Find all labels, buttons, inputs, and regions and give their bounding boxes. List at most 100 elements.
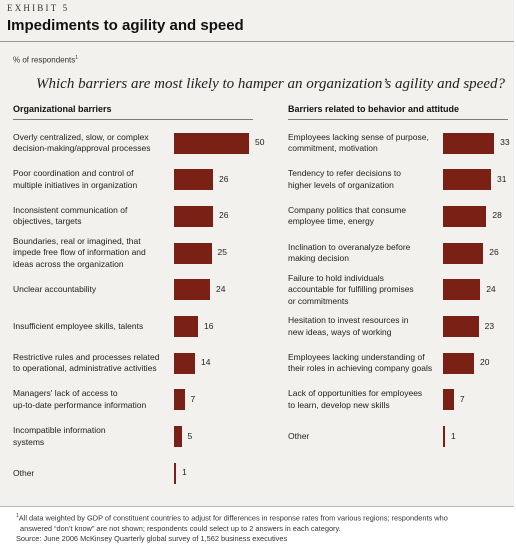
- org-category-label-line: decision-making/approval processes: [13, 143, 151, 153]
- org-bar: [174, 462, 176, 484]
- left-panel-rule: [13, 119, 253, 120]
- beh-bar: [443, 352, 474, 374]
- beh-value-label: 7: [459, 393, 465, 404]
- beh-value-label: 1: [451, 430, 456, 441]
- beh-value-label: 20: [480, 357, 490, 368]
- org-category-label-line: Restrictive rules and processes related: [13, 351, 160, 362]
- beh-value-label: 31: [497, 173, 507, 184]
- org-category-label: Overly centralized, slow, or complex deci…: [13, 132, 151, 155]
- beh-category-label-line: commitment, motivation: [288, 143, 378, 153]
- org-bar: [174, 316, 198, 337]
- unit-label: % of respondents1: [13, 55, 78, 65]
- beh-value-label: 24: [486, 283, 496, 294]
- source-note: Source: June 2006 McKinsey Quarterly glo…: [16, 534, 288, 544]
- org-category-label-line: Poor coordination and control of: [13, 168, 134, 179]
- beh-category-label-line: new ideas, ways of working: [288, 326, 392, 337]
- beh-category-label-line: Employees lacking sense of purpose,: [288, 131, 429, 142]
- org-category-label: Poor coordination and control of multiple…: [13, 168, 137, 191]
- org-bar: [174, 426, 182, 448]
- beh-category-label: Inclination to overanalyze before making …: [288, 242, 410, 265]
- left-panel-title: Organizational barriers: [13, 104, 112, 114]
- org-category-label-line: Unclear accountability: [13, 284, 97, 295]
- org-category-label: Restrictive rules and processes related t…: [13, 352, 159, 375]
- org-category-label-line: Boundaries, real or imagined, that: [13, 235, 141, 246]
- org-value-label: 16: [204, 320, 214, 331]
- beh-category-label-line: higher levels of organization: [288, 179, 394, 190]
- exhibit-panel: EXHIBIT 5 Impediments to agility and spe…: [0, 0, 514, 507]
- org-bar: [174, 352, 195, 374]
- org-category-label: Other: [13, 468, 34, 480]
- org-category-label-line: ideas across the organization: [13, 258, 124, 269]
- org-value-label: 25: [217, 247, 227, 258]
- beh-value-label: 26: [489, 247, 499, 258]
- survey-question: Which barriers are most likely to hamper…: [36, 76, 505, 92]
- org-category-label-line: Overly centralized, slow, or complex: [13, 131, 149, 142]
- beh-category-label: Tendency to refer decisions to higher lev…: [288, 168, 401, 191]
- org-category-label: Inconsistent communication of objectives,…: [13, 205, 127, 228]
- footnote-marker: 1: [16, 513, 19, 519]
- footnote: 1All data weighted by GDP of constituent…: [16, 511, 511, 545]
- unit-footnote-marker: 1: [75, 55, 79, 61]
- beh-category-label: Lack of opportunities for employees to le…: [288, 388, 422, 411]
- beh-bar: [443, 426, 445, 448]
- exhibit-label: EXHIBIT 5: [7, 3, 70, 13]
- beh-bar: [443, 205, 487, 227]
- beh-category-label-line: accountable for fulfilling promises: [288, 284, 414, 295]
- chart-title: Impediments to agility and speed: [7, 17, 244, 34]
- org-bar: [174, 132, 249, 154]
- right-panel-title: Barriers related to behavior and attitud…: [288, 104, 460, 114]
- beh-value-label: 28: [492, 210, 502, 221]
- beh-category-label-line: to learn, develop new skills: [288, 399, 390, 410]
- org-category-label-line: multiple initiatives in organization: [13, 179, 138, 190]
- beh-category-label: Employees lacking sense of purpose, commi…: [288, 132, 429, 155]
- title-divider: [0, 41, 514, 42]
- beh-category-label-line: Employees lacking understanding of: [288, 351, 425, 362]
- org-category-label-line: impede free flow of information and: [13, 247, 146, 258]
- org-value-label: 7: [190, 393, 196, 404]
- beh-bar: [443, 389, 454, 411]
- org-value-label: 26: [219, 173, 229, 184]
- org-value-label: 14: [201, 357, 211, 368]
- beh-category-label-line: Inclination to overanalyze before: [288, 241, 411, 252]
- org-category-label: Incompatible information systems: [13, 425, 106, 448]
- org-category-label-line: Managers' lack of access to: [13, 388, 118, 399]
- org-category-label: Managers' lack of access to up-to-date pe…: [13, 388, 146, 411]
- beh-category-label-line: Other: [288, 430, 310, 441]
- beh-bar: [443, 169, 492, 191]
- footnote-line-2: answered “don’t know” are not shown; res…: [20, 523, 341, 533]
- beh-category-label-line: Tendency to refer decisions to: [288, 168, 401, 179]
- org-value-label: 24: [216, 283, 226, 294]
- footnote-text-1: All data weighted by GDP of constituent …: [18, 513, 448, 523]
- right-panel-rule: [288, 119, 508, 120]
- footnote-line-1: 1All data weighted by GDP of constituent…: [16, 511, 511, 524]
- beh-category-label-line: Lack of opportunities for employees: [288, 388, 423, 399]
- beh-category-label: Company politics that consume employee ti…: [288, 205, 406, 228]
- org-bar: [174, 279, 210, 301]
- unit-text: % of respondents: [13, 55, 76, 65]
- org-bar: [174, 169, 213, 191]
- org-category-label-line: objectives, targets: [13, 216, 82, 227]
- beh-category-label-line: employee time, energy: [288, 216, 374, 227]
- beh-value-label: 23: [484, 320, 495, 331]
- beh-category-label-line: Company politics that consume: [288, 204, 407, 215]
- org-value-label: 5: [187, 430, 193, 441]
- beh-category-label-line: making decision: [288, 253, 349, 264]
- org-category-label-line: systems: [13, 436, 45, 447]
- beh-category-label: Hesitation to invest resources in new ide…: [288, 315, 408, 338]
- org-category-label: Unclear accountability: [13, 284, 96, 296]
- org-category-label-line: Inconsistent communication of: [13, 204, 128, 215]
- beh-bar: [443, 132, 495, 154]
- beh-category-label: Other: [288, 431, 309, 443]
- beh-bar: [443, 316, 479, 337]
- beh-category-label-line: or commitments: [288, 295, 349, 306]
- org-category-label-line: Incompatible information: [13, 425, 106, 436]
- beh-category-label-line: their roles in achieving company goals: [288, 363, 433, 374]
- org-bar: [174, 389, 185, 411]
- org-value-label: 26: [219, 210, 229, 221]
- beh-bar: [443, 242, 484, 264]
- beh-category-label-line: Failure to hold individuals: [288, 272, 384, 283]
- org-bar: [174, 205, 213, 227]
- org-value-label: 1: [182, 467, 187, 478]
- org-category-label-line: Insufficient employee skills, talents: [13, 320, 144, 331]
- org-category-label-line: up-to-date performance information: [13, 399, 147, 410]
